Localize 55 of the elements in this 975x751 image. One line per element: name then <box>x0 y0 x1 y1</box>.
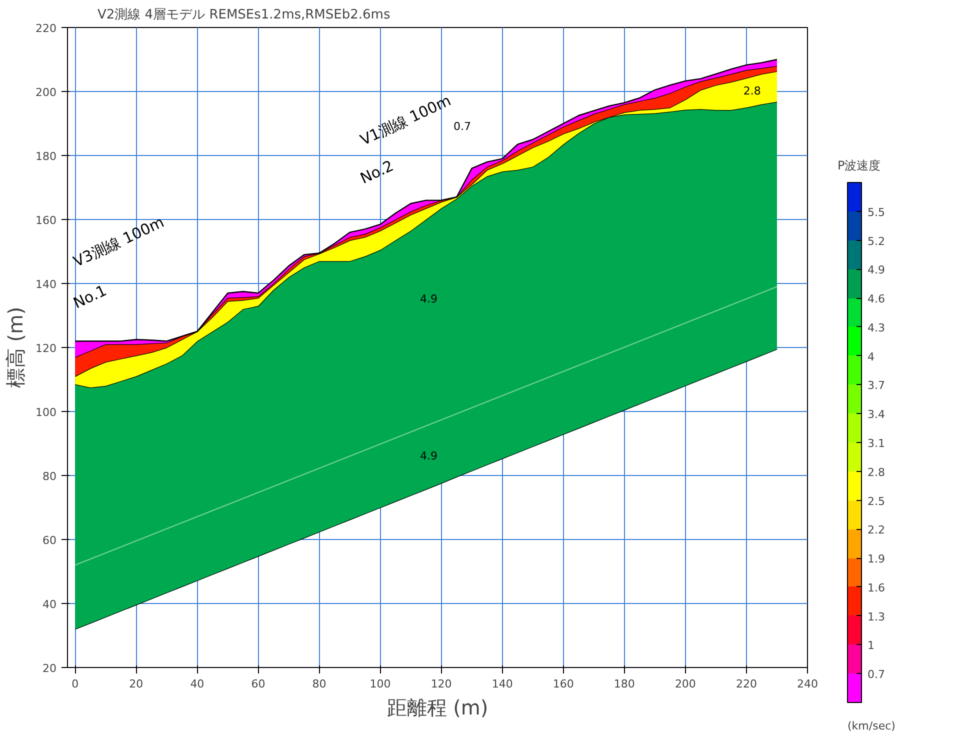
color-bar-title: P波速度 <box>838 158 881 172</box>
x-tick-label: 140 <box>492 678 513 690</box>
text: (km/sec) <box>848 720 896 732</box>
y-tick-label: 140 <box>36 278 57 291</box>
y-tick-label: 160 <box>36 214 57 227</box>
x-tick-label: 40 <box>190 678 204 690</box>
y-tick-label: 220 <box>36 22 57 35</box>
color-bar-label: 4.9 <box>868 264 885 277</box>
y-tick-label: 80 <box>42 470 57 483</box>
color-bar-label: 5.5 <box>868 206 885 219</box>
color-bar-label: 1.3 <box>868 610 885 624</box>
x-tick-label: 220 <box>736 678 757 690</box>
y-tick-label: 120 <box>36 342 57 355</box>
y-tick-label: 40 <box>42 598 57 611</box>
x-tick-label: 0 <box>72 678 79 690</box>
color-bar-label: 4 <box>868 350 874 364</box>
color-bar-label: 3.1 <box>868 437 885 450</box>
color-bar-label: 2.2 <box>868 524 885 537</box>
color-bar-label: 2.5 <box>868 494 885 508</box>
x-tick-label: 20 <box>129 678 144 690</box>
x-tick-label: 80 <box>312 678 326 690</box>
color-bar-label: 4.3 <box>868 321 885 334</box>
color-bar-label: 5.2 <box>868 234 885 248</box>
color-bar-label: 1.6 <box>868 581 885 594</box>
y-tick-label: 200 <box>36 86 57 99</box>
x-tick-label: 60 <box>251 678 266 690</box>
x-axis-title: 距離程 (m) <box>386 696 488 720</box>
annotation: 4.9 <box>420 292 438 306</box>
y-tick-label: 60 <box>42 534 57 547</box>
y-tick-label: 100 <box>36 406 57 419</box>
annotation: No.1 <box>70 281 110 312</box>
annotation: V1測線 100m <box>357 91 454 150</box>
color-bar-label: 3.4 <box>868 408 885 422</box>
color-bar-label: 1.9 <box>868 552 885 566</box>
x-tick-label: 100 <box>370 678 391 690</box>
color-bar-label: 2.8 <box>868 466 885 479</box>
y-tick-label: 180 <box>36 150 57 163</box>
y-tick-label: 20 <box>42 662 57 675</box>
color-bar-label: 3.7 <box>868 379 885 392</box>
annotation: V3測線 100m <box>70 213 167 271</box>
y-axis-title: 標高 (m) <box>4 306 28 388</box>
color-bar-label: 1 <box>868 639 874 652</box>
color-bar-label: 0.7 <box>868 668 885 682</box>
line-series <box>74 348 778 630</box>
x-tick-label: 160 <box>552 678 574 690</box>
x-tick-label: 180 <box>614 678 635 690</box>
annotation: No.2 <box>357 156 396 188</box>
annotation: 2.8 <box>743 84 761 98</box>
x-tick-label: 240 <box>797 678 818 690</box>
annotation: 4.9 <box>420 450 438 462</box>
chart-title: V2測線 4層モデル REMSEs1.2ms,RMSEb2.6ms <box>98 8 390 22</box>
x-tick-label: 120 <box>430 678 452 690</box>
color-bar-label: 4.6 <box>868 292 885 306</box>
x-tick-label: 200 <box>674 678 696 690</box>
annotation: 0.7 <box>454 120 472 133</box>
